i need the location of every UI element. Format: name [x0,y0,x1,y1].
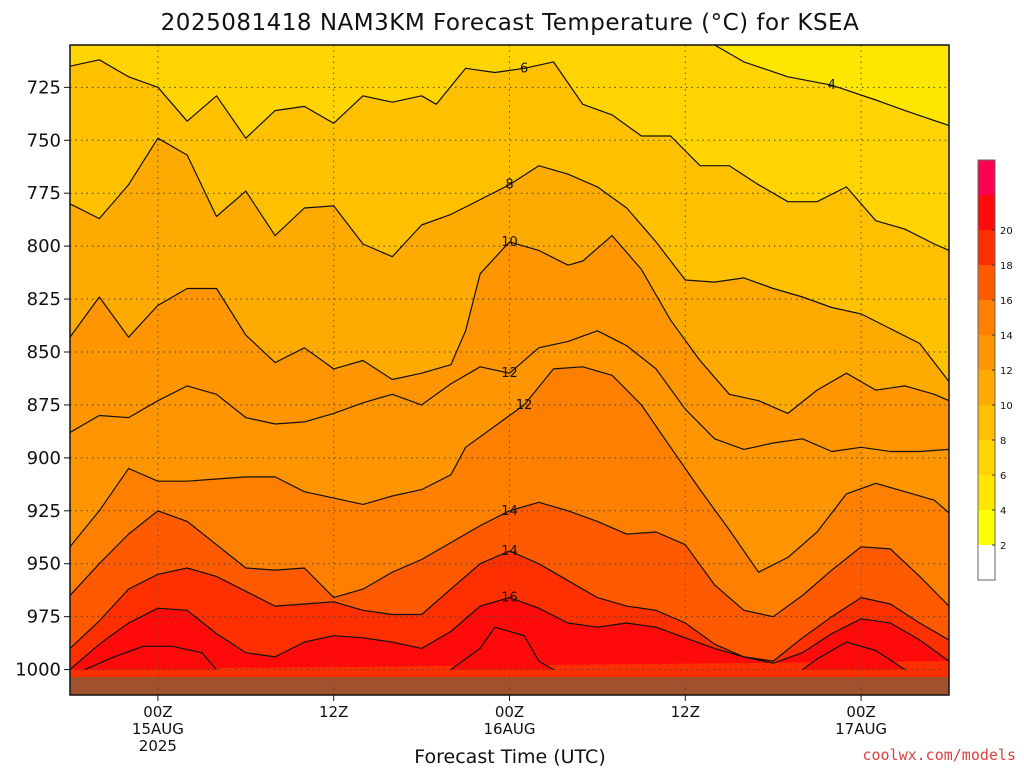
fill-band-18-20-4 [802,642,905,670]
contour-line-14-6 [70,501,949,618]
colorbar-label-16: 16 [1000,296,1013,307]
contour-line-12-5 [70,366,949,573]
colorbar-label-2: 2 [1000,541,1006,552]
colorbar-label-20: 20 [1000,226,1013,237]
fill-band-18-20-2 [84,646,217,670]
contour-label-12: 12 [516,398,533,413]
contour-label-10: 10 [501,235,518,250]
contour-line-x-10 [450,626,554,671]
colorbar-segment-6 [978,335,995,370]
colorbar-segment-8 [978,265,995,300]
x-tick-label-30-1: 00Z [495,703,524,721]
y-tick-label-750: 750 [27,130,61,151]
credit-text: coolwx.com/models [862,746,1016,764]
contour-label-14: 14 [501,544,518,559]
contour-label-8: 8 [505,178,513,193]
contour-line-x-9 [84,645,217,671]
y-tick-label-975: 975 [27,607,61,628]
y-tick-label-725: 725 [27,77,61,98]
colorbar-label-10: 10 [1000,401,1013,412]
y-tick-label-850: 850 [27,342,61,363]
colorbar-segment-0 [978,545,995,580]
contour-line-x-11 [802,641,906,671]
colorbar-label-18: 18 [1000,261,1013,272]
colorbar: 2 4 6 8 10 12 14 16 18 20 [977,159,1013,581]
fill-band-18-20-3 [450,627,554,670]
y-tick-label-900: 900 [27,448,61,469]
contour-line-8-2 [70,137,949,382]
contour-label-6: 6 [520,61,528,76]
x-tick-label-42-1: 12Z [671,703,700,721]
x-tick-label-54-2: 17AUG [835,720,887,738]
colorbar-segment-10 [978,195,995,230]
x-tick-label-30-2: 16AUG [484,720,536,738]
contour-line-6-1 [70,59,949,251]
x-tick-label-54-1: 00Z [846,703,875,721]
colorbar-label-8: 8 [1000,436,1006,447]
colorbar-segment-9 [978,230,995,265]
y-tick-label-950: 950 [27,554,61,575]
colorbar-segment-11 [978,160,995,195]
contour-label-16: 16 [501,591,518,606]
contour-label-14: 14 [501,504,518,519]
contour-line-12-4 [70,330,949,453]
y-tick-label-925: 925 [27,501,61,522]
contour-label-4: 4 [828,78,836,93]
x-axis-label: Forecast Time (UTC) [414,746,605,768]
colorbar-segment-7 [978,300,995,335]
colorbar-segment-4 [978,405,995,440]
colorbar-label-4: 4 [1000,506,1006,517]
contour-label-12: 12 [501,366,518,381]
y-tick-label-775: 775 [27,183,61,204]
x-tick-label-6-3: 2025 [139,737,177,755]
contour-line-10-3 [70,235,949,414]
colorbar-segment-5 [978,370,995,405]
y-tick-label-875: 875 [27,395,61,416]
ground [70,677,949,695]
contours: 4 6 8 10 12 12 14 14 16 [70,45,949,671]
x-tick-label-18-1: 12Z [319,703,348,721]
x-tick-label-6-2: 15AUG [132,720,184,738]
colorbar-label-6: 6 [1000,471,1006,482]
y-tick-label-1000: 1000 [15,660,61,681]
contour-line-4-0 [714,45,949,127]
grid [70,45,949,695]
x-tick-label-6-1: 00Z [143,703,172,721]
colorbar-segment-2 [978,475,995,510]
contour-line-14-7 [70,550,949,662]
colorbar-segment-1 [978,510,995,545]
axes: 725 750 775 800 825 850 875 900 925 950 975 1000 00Z… [15,44,950,755]
colorbar-segment-3 [978,440,995,475]
contour-line-16-8 [70,597,949,671]
y-tick-label-800: 800 [27,236,61,257]
y-tick-label-825: 825 [27,289,61,310]
colorbar-label-12: 12 [1000,366,1013,377]
colorbar-label-14: 14 [1000,331,1013,342]
chart-title: 2025081418 NAM3KM Forecast Temperature (… [161,10,860,36]
